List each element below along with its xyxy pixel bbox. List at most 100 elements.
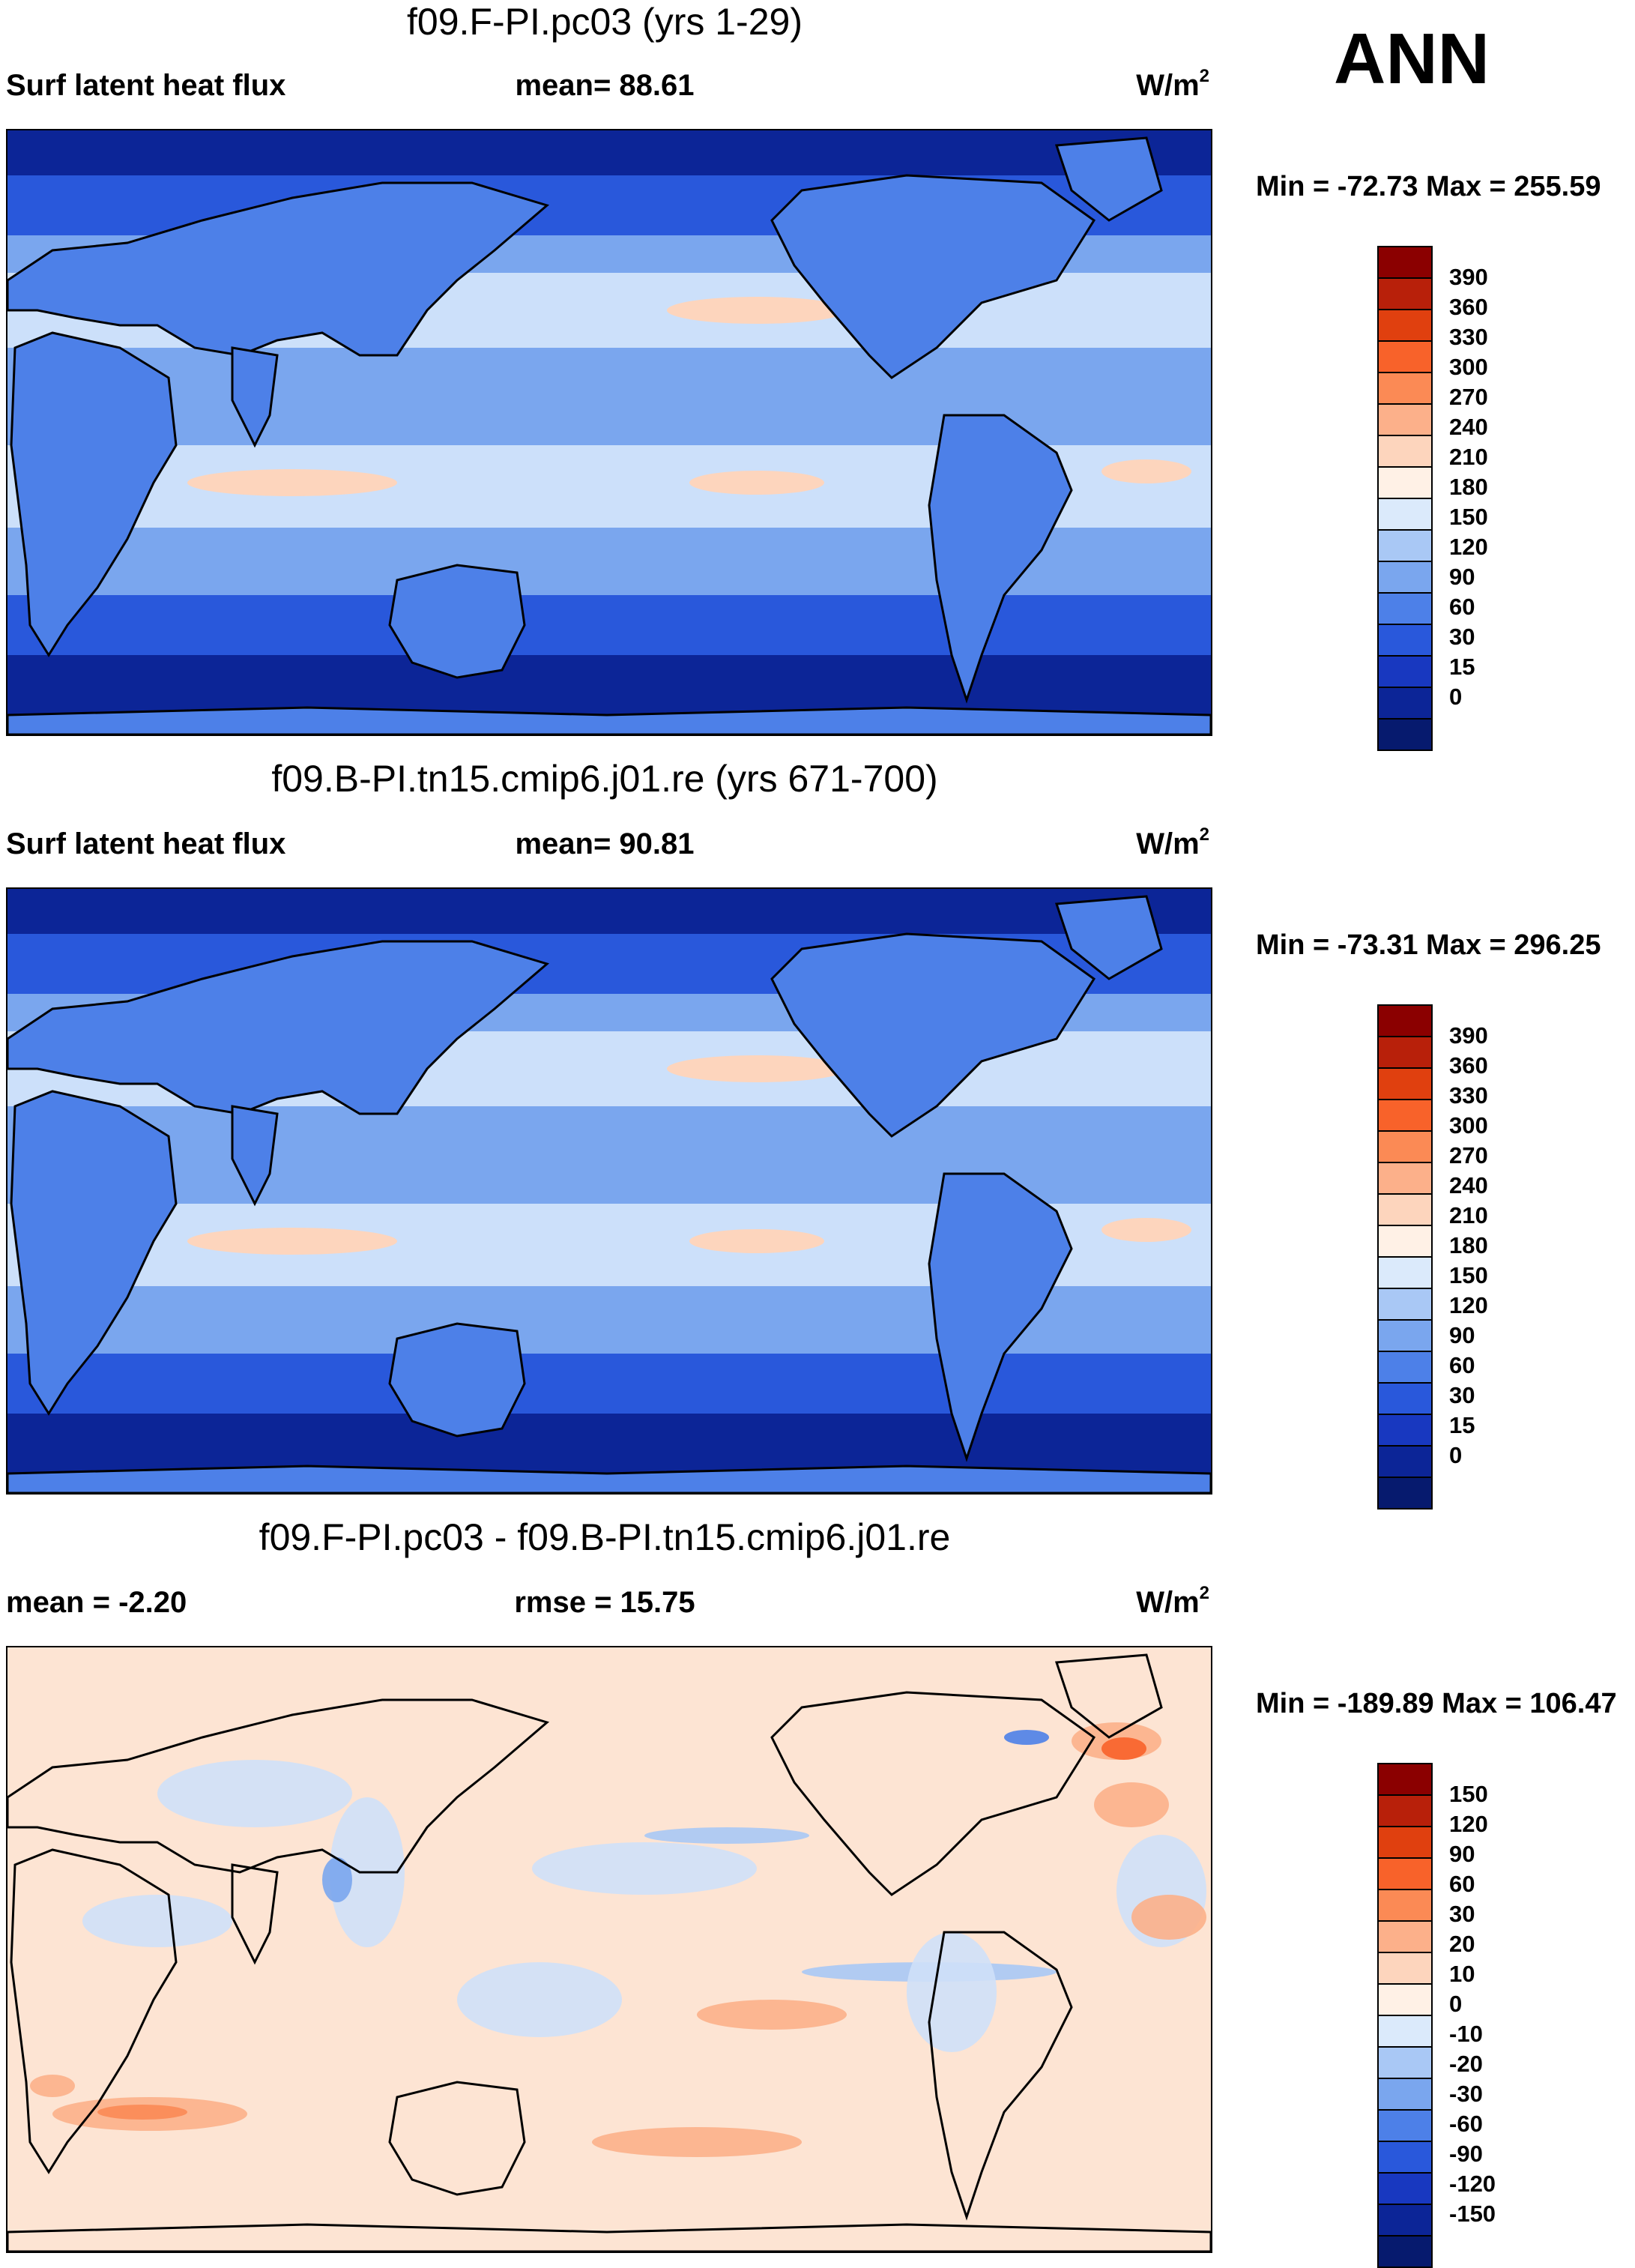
colorbar-tick-label: 15: [1449, 654, 1475, 680]
warm-patch: [1101, 1218, 1191, 1242]
panel2-map-svg: [7, 889, 1211, 1493]
anomaly-patch: [30, 2075, 75, 2097]
colorbar-tick-label: 90: [1449, 564, 1475, 590]
colorbar-swatch: [1377, 1763, 1433, 1794]
colorbar-swatch: [1377, 1130, 1433, 1162]
warm-patch: [187, 1228, 397, 1255]
panel2-variable-label: Surf latent heat flux: [6, 827, 286, 860]
colorbar-swatch: [1377, 1256, 1433, 1288]
india-outline: [231, 346, 279, 448]
colorbar-tick-label: 390: [1449, 264, 1488, 290]
panel1-map: [6, 129, 1212, 736]
colorbar-swatch: [1377, 246, 1433, 277]
colorbar-swatch: [1377, 2109, 1433, 2141]
warm-patch: [689, 1229, 824, 1253]
colorbar-swatch: [1377, 1920, 1433, 1952]
colorbar-swatch: [1377, 1351, 1433, 1382]
north-america-outline: [770, 932, 1096, 1138]
colorbar-tick-label: 180: [1449, 1232, 1488, 1258]
panel1-title: f09.F-PI.pc03 (yrs 1-29): [407, 1, 803, 43]
equatorial-band: [7, 1144, 1211, 1174]
australia-outline: [388, 564, 526, 679]
colorbar-tick-label: 120: [1449, 1292, 1488, 1318]
colorbar-swatch: [1377, 1036, 1433, 1067]
colorbar-tick-label: -10: [1449, 2021, 1483, 2047]
colorbar-tick-label: 150: [1449, 1781, 1488, 1807]
panel2-units: W/m2: [1136, 824, 1209, 860]
antarctica-outline: [7, 2223, 1211, 2252]
colorbar-tick-label: 30: [1449, 1382, 1475, 1408]
colorbar-swatch: [1377, 1382, 1433, 1414]
anomaly-patch: [592, 2127, 802, 2157]
panel2-map: [6, 887, 1212, 1495]
colorbar-swatch: [1377, 2204, 1433, 2235]
colorbar-swatch: [1377, 1225, 1433, 1256]
anomaly-patch: [1004, 1730, 1049, 1745]
north-america-outline: [770, 174, 1096, 379]
colorbar-tick-label: 20: [1449, 1931, 1475, 1957]
greenland-outline: [1054, 895, 1163, 980]
antarctica-outline: [7, 1465, 1211, 1493]
colorbar-tick-label: 10: [1449, 1961, 1475, 1987]
panel3-rmse-label: rmse = 15.75: [514, 1586, 695, 1619]
colorbar-swatch: [1377, 1319, 1433, 1351]
colorbar-tick-label: 15: [1449, 1412, 1475, 1438]
colorbar-swatch: [1377, 1445, 1433, 1477]
panel2-colorbar: [1377, 1004, 1433, 1510]
australia-outline: [388, 1322, 526, 1438]
anomaly-patch: [97, 2105, 187, 2120]
panel1-colorbar: [1377, 246, 1433, 751]
colorbar-swatch: [1377, 1952, 1433, 1983]
colorbar-swatch: [1377, 1983, 1433, 2015]
colorbar-tick-label: 90: [1449, 1322, 1475, 1348]
anomaly-patch: [1101, 1737, 1146, 1760]
colorbar-tick-label: -150: [1449, 2201, 1496, 2227]
colorbar-swatch: [1377, 687, 1433, 718]
colorbar-tick-label: -120: [1449, 2171, 1496, 2197]
colorbar-tick-label: 210: [1449, 444, 1488, 470]
panel3-map-svg: [7, 1647, 1211, 2252]
warm-patch: [689, 471, 824, 495]
colorbar-tick-label: -30: [1449, 2081, 1483, 2107]
anomaly-patch: [532, 1842, 757, 1895]
africa-outline: [10, 331, 178, 657]
colorbar-tick-label: 60: [1449, 594, 1475, 620]
colorbar-tick-label: -20: [1449, 2051, 1483, 2077]
africa-outline: [10, 1090, 178, 1416]
south-america-outline: [928, 414, 1073, 704]
panel1-mean-label: mean= 88.61: [515, 69, 695, 102]
colorbar-swatch: [1377, 529, 1433, 561]
panel2-title: f09.B-PI.tn15.cmip6.j01.re (yrs 671-700): [271, 758, 938, 800]
colorbar-tick-label: 30: [1449, 624, 1475, 650]
colorbar-tick-label: 60: [1449, 1871, 1475, 1897]
colorbar-tick-label: 30: [1449, 1901, 1475, 1927]
colorbar-swatch: [1377, 1067, 1433, 1099]
colorbar-swatch: [1377, 2235, 1433, 2268]
panel1-units: W/m2: [1136, 66, 1209, 102]
colorbar-tick-label: 390: [1449, 1022, 1488, 1049]
europe-asia-outline: [7, 181, 550, 357]
colorbar-tick-label: 180: [1449, 474, 1488, 500]
north-america-outline: [770, 1691, 1096, 1896]
anomaly-patch: [82, 1895, 232, 1947]
anomaly-patch: [1131, 1895, 1206, 1940]
panel3-minmax: Min = -189.89 Max = 106.47: [1256, 1688, 1617, 1719]
colorbar-tick-label: 90: [1449, 1841, 1475, 1867]
warm-patch: [667, 1055, 847, 1082]
equatorial-band: [7, 385, 1211, 415]
colorbar-tick-label: 270: [1449, 1142, 1488, 1168]
anomaly-patch: [1094, 1782, 1169, 1827]
colorbar-swatch: [1377, 1477, 1433, 1510]
antarctica-outline: [7, 706, 1211, 735]
colorbar-swatch: [1377, 498, 1433, 529]
africa-outline: [10, 1848, 178, 2174]
colorbar-swatch: [1377, 2046, 1433, 2078]
colorbar-tick-label: 240: [1449, 414, 1488, 440]
australia-outline: [388, 2081, 526, 2196]
colorbar-tick-label: -60: [1449, 2111, 1483, 2137]
greenland-outline: [1054, 1653, 1163, 1739]
colorbar-swatch: [1377, 1826, 1433, 1857]
anomaly-patch: [644, 1827, 809, 1844]
panel3-units: W/m2: [1136, 1583, 1209, 1619]
panel3-map: [6, 1646, 1212, 2253]
